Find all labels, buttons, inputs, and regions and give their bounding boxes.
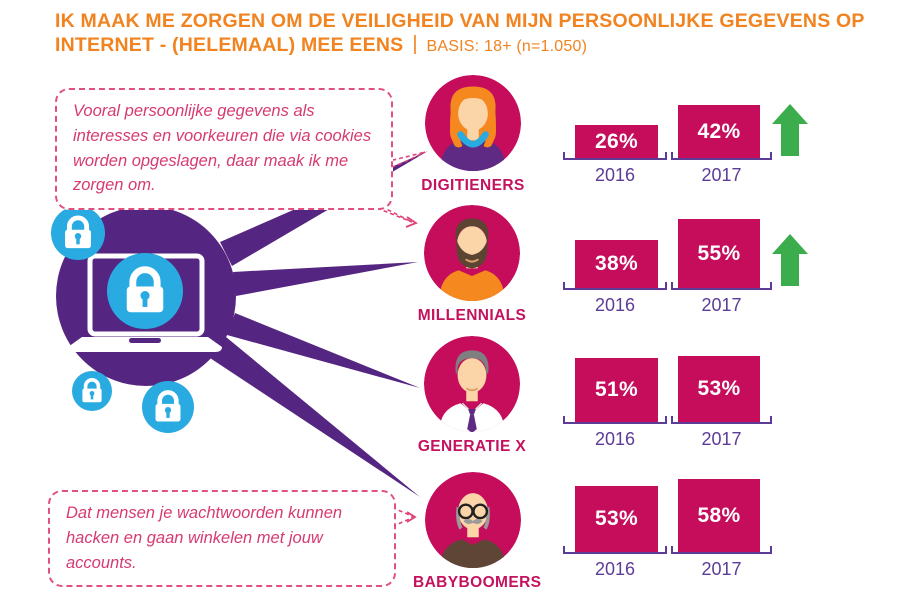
trend-up-arrow-icon bbox=[772, 234, 808, 286]
bar-2016: 51% bbox=[575, 358, 658, 422]
bar-value-label: 26% bbox=[595, 129, 638, 153]
axis-bracket bbox=[671, 152, 772, 160]
year-label: 2017 bbox=[701, 429, 742, 449]
senior-man-avatar-icon bbox=[425, 472, 521, 568]
generation-label: Generatie X bbox=[417, 438, 527, 455]
bar-2016: 38% bbox=[575, 240, 658, 288]
padlock-icon bbox=[72, 371, 112, 411]
chart-row-generatie-x: 51% 53% 2016 2017 bbox=[560, 344, 820, 449]
quote-text: Dat mensen je wachtwoorden kunnen hacken… bbox=[66, 504, 343, 572]
bar-value-label: 53% bbox=[697, 377, 741, 400]
axis-bracket bbox=[671, 416, 772, 424]
year-label: 2017 bbox=[701, 295, 742, 315]
axis-bracket bbox=[563, 152, 667, 160]
chart-row-babyboomers: 53% 58% 2016 2017 bbox=[560, 474, 820, 579]
axis-bracket bbox=[563, 546, 667, 554]
bar-value-label: 38% bbox=[595, 252, 638, 275]
axis-bracket bbox=[563, 282, 667, 290]
axis-bracket bbox=[563, 416, 667, 424]
quote-text: Vooral persoonlijke gegevens als interes… bbox=[73, 102, 372, 195]
bar-value-label: 42% bbox=[697, 119, 741, 143]
bar-2016: 53% bbox=[575, 486, 658, 552]
generation-label: Millennials bbox=[417, 307, 527, 324]
quote-bubble-hacking: Dat mensen je wachtwoorden kunnen hacken… bbox=[48, 490, 396, 588]
generation-label: Babyboomers bbox=[413, 574, 542, 591]
avatar-millennials: Millennials bbox=[412, 205, 532, 325]
bearded-man-avatar-icon bbox=[424, 205, 520, 301]
bar-2017: 58% bbox=[678, 479, 760, 552]
bar-2017: 42% bbox=[678, 105, 760, 158]
avatar-digitieners: Digitieners bbox=[413, 75, 533, 195]
generation-label: Digitieners bbox=[421, 177, 525, 194]
year-label: 2016 bbox=[594, 559, 636, 579]
bar-value-label: 55% bbox=[697, 241, 741, 265]
year-label: 2016 bbox=[594, 295, 636, 315]
trend-up-arrow-icon bbox=[772, 104, 808, 156]
title-line-2: INTERNET - (HELEMAAL) MEE EENS bbox=[55, 33, 404, 56]
year-label: 2017 bbox=[701, 165, 742, 185]
bar-value-label: 51% bbox=[595, 378, 638, 401]
year-label: 2016 bbox=[594, 429, 636, 449]
axis-bracket bbox=[671, 546, 772, 554]
title-basis: BASIS: 18+ (n=1.050) bbox=[426, 37, 588, 55]
quote-bubble-cookies: Vooral persoonlijke gegevens als interes… bbox=[55, 88, 393, 210]
title-line-1: IK MAAK ME ZORGEN OM DE VEILIGHEID VAN M… bbox=[55, 10, 865, 32]
pointer-arrowheads bbox=[405, 216, 418, 523]
female-avatar-icon bbox=[425, 75, 521, 171]
title-separator: | bbox=[412, 32, 418, 55]
page-title: IK MAAK ME ZORGEN OM DE VEILIGHEID VAN M… bbox=[55, 10, 895, 58]
year-label: 2017 bbox=[701, 559, 742, 579]
chart-row-millennials: 38% 55% 2016 2017 bbox=[560, 210, 820, 315]
bar-2017: 53% bbox=[678, 356, 760, 422]
bar-2016: 26% bbox=[575, 125, 658, 158]
bar-value-label: 53% bbox=[595, 507, 638, 530]
bar-value-label: 58% bbox=[697, 503, 741, 527]
padlock-icon bbox=[107, 253, 183, 329]
padlock-icon bbox=[142, 381, 194, 433]
chart-row-digitieners: 26% 42% 2016 2017 bbox=[560, 80, 820, 185]
man-with-tie-avatar-icon bbox=[424, 336, 520, 432]
padlock-icon bbox=[51, 206, 105, 260]
avatar-babyboomers: Babyboomers bbox=[413, 472, 542, 592]
bar-2017: 55% bbox=[678, 219, 760, 288]
avatar-generatie-x: Generatie X bbox=[412, 336, 532, 456]
axis-bracket bbox=[671, 282, 772, 290]
year-label: 2016 bbox=[594, 165, 636, 185]
